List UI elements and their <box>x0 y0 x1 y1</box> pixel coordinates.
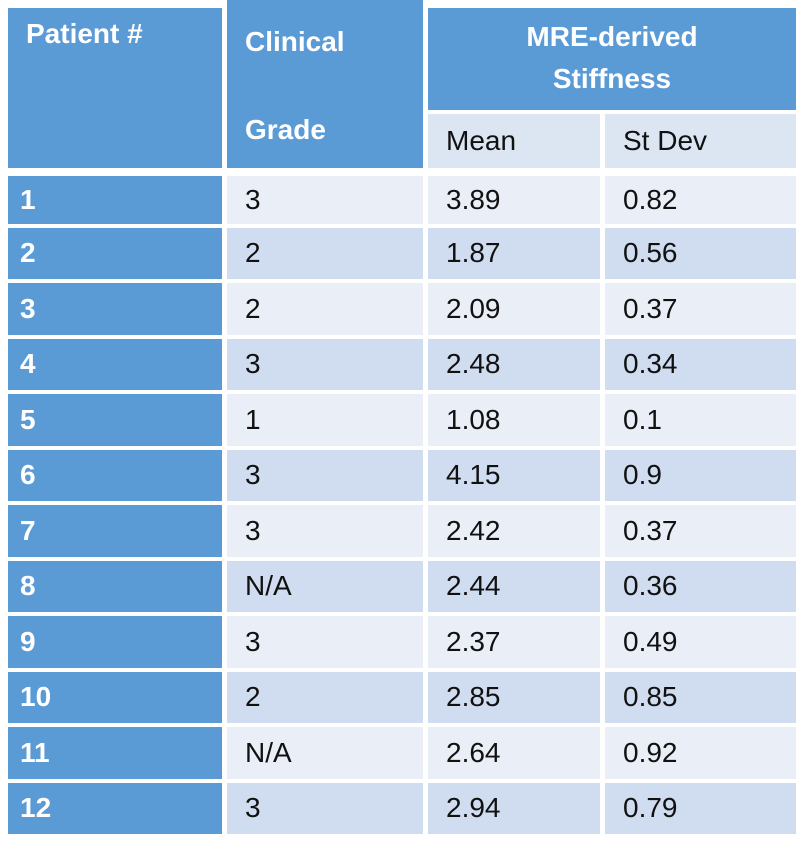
grade-cell: N/A <box>227 560 423 612</box>
stdev-cell: 0.34 <box>605 338 796 390</box>
mean-cell: 1.08 <box>428 394 600 446</box>
stdev-cell: 0.92 <box>605 727 796 779</box>
stdev-cell: 0.79 <box>605 782 796 834</box>
patient-cell: 4 <box>8 338 222 390</box>
stdev-cell: 0.1 <box>605 394 796 446</box>
header-mean: Mean <box>428 114 600 168</box>
mean-cell: 2.64 <box>428 727 600 779</box>
mean-cell: 3.89 <box>428 176 600 224</box>
patient-cell: 2 <box>8 227 222 279</box>
mean-cell: 2.09 <box>428 283 600 335</box>
mean-cell: 2.48 <box>428 338 600 390</box>
mean-cell: 2.44 <box>428 560 600 612</box>
stdev-cell: 0.56 <box>605 227 796 279</box>
mean-cell: 2.85 <box>428 671 600 723</box>
grade-cell: 3 <box>227 782 423 834</box>
grade-cell: 3 <box>227 449 423 501</box>
mean-cell: 2.42 <box>428 505 600 557</box>
stdev-cell: 0.82 <box>605 176 796 224</box>
header-stdev: St Dev <box>605 114 796 168</box>
patient-cell: 1 <box>8 176 222 224</box>
grade-cell: 3 <box>227 338 423 390</box>
mean-cell: 1.87 <box>428 227 600 279</box>
header-patient: Patient # <box>8 8 222 168</box>
grade-cell: 3 <box>227 176 423 224</box>
header-stiffness: MRE-derived Stiffness <box>428 8 796 110</box>
stdev-cell: 0.49 <box>605 616 796 668</box>
grade-cell: 3 <box>227 616 423 668</box>
data-table: Patient # Clinical Grade MRE-derived Sti… <box>8 0 796 834</box>
grade-cell: 2 <box>227 671 423 723</box>
mean-cell: 2.37 <box>428 616 600 668</box>
grade-cell: 2 <box>227 227 423 279</box>
mean-cell: 2.94 <box>428 782 600 834</box>
patient-cell: 11 <box>8 727 222 779</box>
mean-cell: 4.15 <box>428 449 600 501</box>
stdev-cell: 0.37 <box>605 283 796 335</box>
stdev-cell: 0.9 <box>605 449 796 501</box>
patient-cell: 3 <box>8 283 222 335</box>
patient-cell: 12 <box>8 782 222 834</box>
patient-cell: 10 <box>8 671 222 723</box>
grade-cell: 2 <box>227 283 423 335</box>
stdev-cell: 0.37 <box>605 505 796 557</box>
patient-cell: 8 <box>8 560 222 612</box>
stdev-cell: 0.85 <box>605 671 796 723</box>
patient-cell: 9 <box>8 616 222 668</box>
grade-cell: N/A <box>227 727 423 779</box>
stdev-cell: 0.36 <box>605 560 796 612</box>
patient-cell: 6 <box>8 449 222 501</box>
patient-cell: 7 <box>8 505 222 557</box>
patient-cell: 5 <box>8 394 222 446</box>
grade-cell: 3 <box>227 505 423 557</box>
grade-cell: 1 <box>227 394 423 446</box>
header-grade: Clinical Grade <box>227 0 423 168</box>
